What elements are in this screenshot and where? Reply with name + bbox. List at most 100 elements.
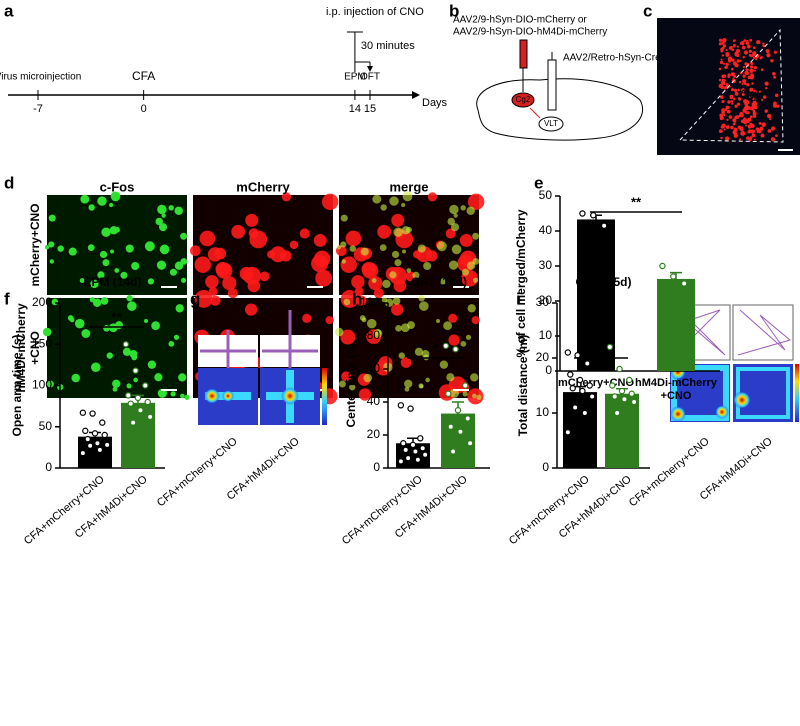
cell [728,115,733,119]
cell [194,290,213,308]
cell [736,59,741,63]
cell [427,192,438,202]
cell [730,67,734,71]
cell [42,327,52,337]
cell [724,136,730,141]
cell [471,316,480,325]
cell [57,245,64,252]
cell [448,334,460,346]
cell [102,259,110,267]
cell [448,313,458,323]
data-point [101,431,108,439]
panel-label: g [190,289,200,308]
y-tick-label: 200 [32,295,52,309]
cell [447,217,455,226]
cell [773,75,777,79]
data-point [449,448,457,455]
cell [216,262,233,279]
cell [97,271,105,279]
cell [736,102,741,106]
cell [168,205,174,211]
cell [461,268,470,276]
data-point [125,392,132,399]
cell [451,244,462,255]
cell [170,391,176,397]
cell [100,297,109,305]
cell [380,204,387,211]
x-tick-label: CFA+hM4Di+CNO [73,473,150,541]
data-point [414,456,422,463]
data-point [600,222,608,229]
cell [362,262,379,279]
cell [404,379,413,388]
column-label: merge [389,179,428,194]
data-point [82,427,89,435]
cell [764,81,769,86]
cell [773,103,778,108]
cell [752,129,755,133]
x-tick-label: CFA+mCherry+CNO [22,473,107,547]
cell [184,394,190,400]
data-point [586,382,593,389]
cell [734,63,739,68]
cell [313,250,331,268]
cell [391,250,400,259]
data-point [606,343,614,351]
cell [748,49,752,53]
cell [765,49,770,54]
panel-label: a [4,1,14,20]
data-point [122,341,130,348]
cell [731,102,734,105]
cell [724,66,728,69]
cell [93,298,102,307]
cell [734,91,739,96]
cell [181,277,187,283]
cell [742,74,746,78]
cell [733,43,736,47]
data-point [564,349,572,356]
data-point [579,210,586,217]
cell [720,95,724,99]
chart-title: OFT (15d) [576,275,632,289]
panel-label: h [352,289,362,308]
cell [144,318,149,324]
cell [389,196,399,206]
cell [472,393,477,399]
data-point [91,430,99,437]
cell [739,111,744,117]
y-tick-label: 150 [32,336,52,350]
cell [439,278,447,285]
cell [374,329,382,336]
cell [460,340,467,347]
cell [723,128,726,131]
cell [358,388,372,401]
cell [321,193,339,211]
cell [746,39,749,43]
cell [726,109,731,114]
cell [325,316,334,325]
cell [764,109,768,113]
cell [744,62,748,66]
cell [720,136,723,140]
data-point [466,440,474,447]
cell [88,204,95,211]
cell [169,268,178,276]
data-point [137,407,144,414]
cell [746,111,750,115]
cell [449,204,459,215]
cell [398,352,405,359]
cell [760,133,765,138]
cell [372,194,382,204]
cell [110,249,115,254]
cell [349,245,356,252]
column-label: mCherry [236,179,290,194]
cell [453,213,458,218]
column-label: c-Fos [100,179,135,194]
y-tick-label: 50 [39,419,53,433]
cell [749,87,754,92]
y-tick-label: 20 [539,293,553,307]
cell [436,241,447,252]
y-tick-label: 20 [367,427,381,441]
cell [404,386,410,392]
cell [758,121,762,125]
